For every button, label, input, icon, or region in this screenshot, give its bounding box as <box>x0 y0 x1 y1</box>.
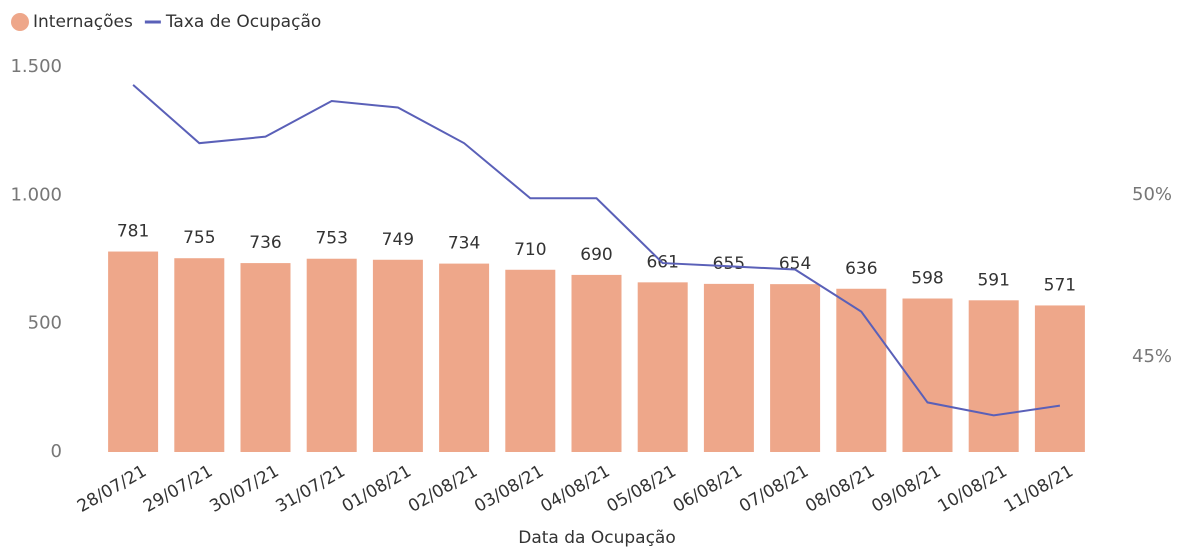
x-tick-label: 05/08/21 <box>604 461 680 517</box>
legend-marker <box>11 13 29 31</box>
x-tick-label: 03/08/21 <box>471 461 547 517</box>
bar <box>174 258 225 452</box>
data-label: 734 <box>448 234 480 254</box>
y-tick-label: 500 <box>28 313 62 334</box>
x-tick-label: 02/08/21 <box>405 461 481 517</box>
x-tick-label: 11/08/21 <box>1001 461 1077 517</box>
bar <box>306 258 357 452</box>
line <box>132 84 1061 417</box>
y-tick-label: 1.000 <box>10 184 62 205</box>
data-label: 598 <box>911 269 943 289</box>
x-tick-label: 28/07/21 <box>74 461 150 517</box>
x-tick-label: 08/08/21 <box>802 461 878 517</box>
y-tick-label: 1.500 <box>10 56 62 77</box>
bar <box>637 282 688 452</box>
x-tick-label: 29/07/21 <box>140 461 216 517</box>
bar <box>703 283 754 452</box>
y-tick-label: 0 <box>51 441 62 462</box>
x-tick-label: 01/08/21 <box>339 461 415 517</box>
bar <box>108 251 159 452</box>
data-label: 749 <box>382 230 414 250</box>
data-label: 781 <box>117 222 149 242</box>
x-tick-label: 10/08/21 <box>935 461 1011 517</box>
data-label: 655 <box>713 254 745 274</box>
data-label: 690 <box>580 245 612 265</box>
data-label: 710 <box>514 240 546 260</box>
data-label: 736 <box>249 233 281 253</box>
bar <box>968 300 1019 452</box>
x-tick-label: 09/08/21 <box>868 461 944 517</box>
bar <box>571 274 622 452</box>
x-tick-label: 06/08/21 <box>670 461 746 517</box>
x-tick-label: 04/08/21 <box>537 461 613 517</box>
x-tick-label: 07/08/21 <box>736 461 812 517</box>
x-axis-title: Data da Ocupação <box>518 528 675 548</box>
bar <box>505 269 556 452</box>
data-label: 591 <box>977 270 1009 290</box>
bar <box>240 263 291 452</box>
bar <box>1034 305 1085 452</box>
legend-label: Taxa de Ocupação <box>165 12 321 32</box>
x-tick-label: 30/07/21 <box>206 461 282 517</box>
bar <box>372 259 423 452</box>
y2-tick-label: 50% <box>1132 184 1172 205</box>
data-label: 636 <box>845 259 877 279</box>
bar <box>836 288 887 452</box>
bar <box>902 298 953 452</box>
data-label: 654 <box>779 254 811 274</box>
data-label: 753 <box>315 229 347 249</box>
bar <box>439 263 490 452</box>
legend-label: Internações <box>33 12 133 32</box>
data-label: 755 <box>183 228 215 248</box>
bar <box>770 284 821 452</box>
data-label: 571 <box>1044 275 1076 295</box>
y2-tick-label: 45% <box>1132 346 1172 367</box>
x-tick-label: 31/07/21 <box>273 461 349 517</box>
